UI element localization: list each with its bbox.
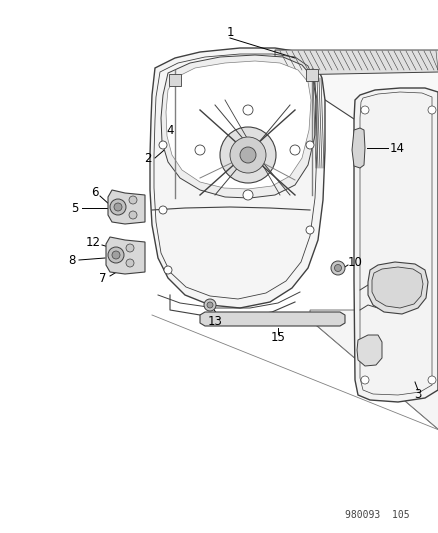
Circle shape: [129, 211, 137, 219]
Circle shape: [204, 299, 215, 311]
Circle shape: [126, 259, 134, 267]
Text: 1: 1: [226, 26, 233, 38]
Circle shape: [164, 266, 172, 274]
Text: 14: 14: [389, 141, 404, 155]
Circle shape: [427, 106, 435, 114]
Text: 13: 13: [207, 316, 222, 328]
Polygon shape: [200, 312, 344, 326]
Text: 10: 10: [347, 255, 362, 269]
Circle shape: [230, 137, 265, 173]
Text: 2: 2: [144, 151, 152, 165]
Circle shape: [427, 376, 435, 384]
Bar: [169, 74, 180, 86]
Polygon shape: [367, 262, 427, 314]
Circle shape: [334, 264, 341, 271]
Text: 7: 7: [99, 271, 106, 285]
Circle shape: [194, 145, 205, 155]
Polygon shape: [371, 267, 422, 308]
Circle shape: [114, 203, 122, 211]
Polygon shape: [309, 310, 438, 430]
Circle shape: [290, 145, 299, 155]
Polygon shape: [274, 50, 438, 75]
Polygon shape: [150, 48, 324, 308]
Circle shape: [110, 199, 126, 215]
Polygon shape: [166, 61, 310, 189]
Circle shape: [305, 226, 313, 234]
Circle shape: [159, 206, 166, 214]
Polygon shape: [356, 335, 381, 366]
Text: 15: 15: [270, 332, 285, 344]
Circle shape: [129, 196, 137, 204]
Polygon shape: [309, 55, 438, 175]
Text: 8: 8: [68, 254, 75, 266]
Circle shape: [219, 127, 276, 183]
Polygon shape: [353, 88, 437, 402]
Circle shape: [112, 251, 120, 259]
Circle shape: [243, 190, 252, 200]
Circle shape: [360, 376, 368, 384]
Circle shape: [330, 261, 344, 275]
Text: 6: 6: [91, 187, 99, 199]
Circle shape: [108, 247, 124, 263]
Circle shape: [159, 141, 166, 149]
Text: 3: 3: [413, 389, 421, 401]
Circle shape: [240, 147, 255, 163]
Circle shape: [360, 106, 368, 114]
Circle shape: [126, 244, 134, 252]
Circle shape: [207, 302, 212, 308]
Circle shape: [305, 141, 313, 149]
Text: 980093  105: 980093 105: [345, 510, 409, 520]
Polygon shape: [351, 128, 364, 168]
Text: 12: 12: [85, 237, 100, 249]
Text: 4: 4: [166, 124, 173, 136]
Polygon shape: [161, 55, 315, 198]
Text: 5: 5: [71, 201, 78, 214]
Polygon shape: [106, 237, 145, 274]
Circle shape: [243, 105, 252, 115]
Polygon shape: [108, 190, 145, 224]
Bar: [305, 69, 317, 81]
